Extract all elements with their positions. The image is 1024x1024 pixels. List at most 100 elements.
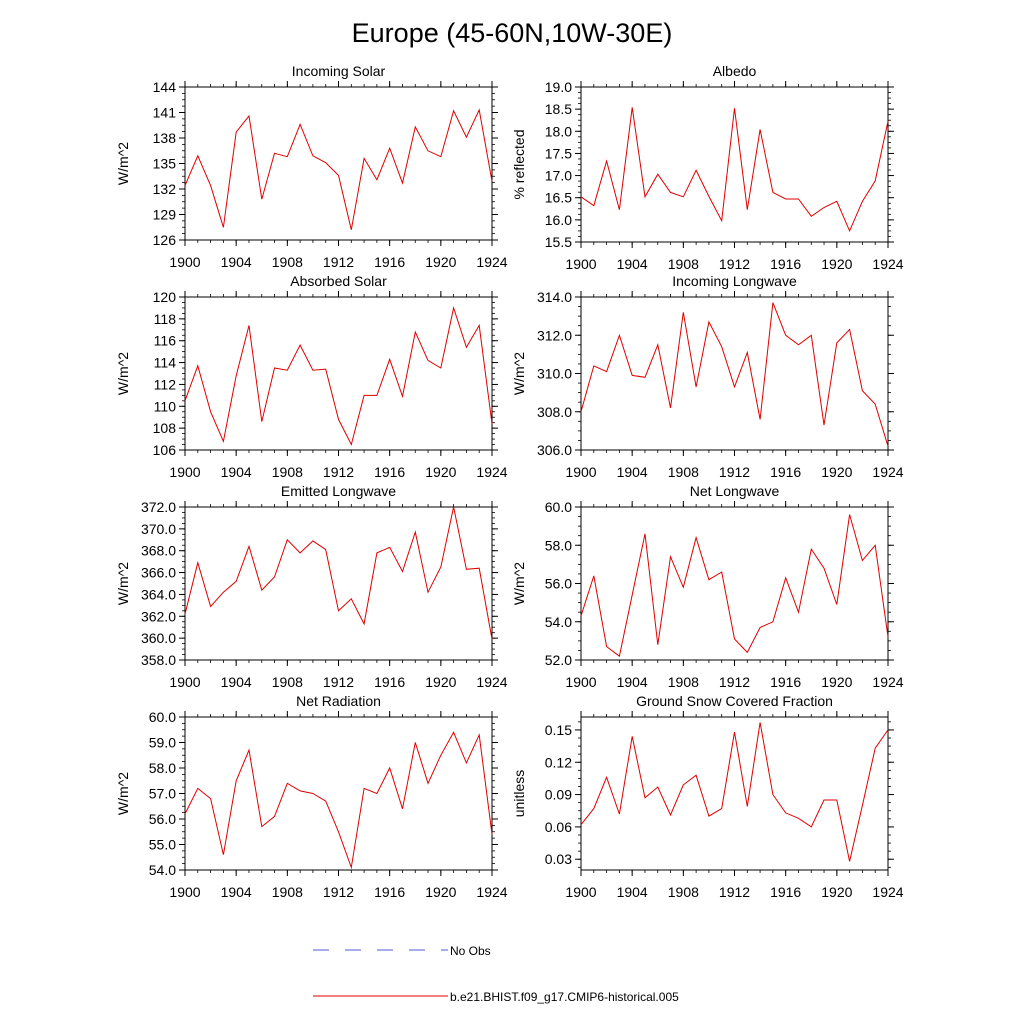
y-tick-label: 52.0 xyxy=(545,652,572,668)
x-tick-label: 1916 xyxy=(374,464,405,480)
x-tick-label: 1916 xyxy=(770,884,801,900)
y-tick-label: 126 xyxy=(153,232,177,248)
y-axis-label: unitless xyxy=(511,770,527,817)
panel-title: Absorbed Solar xyxy=(290,273,387,289)
x-tick-label: 1916 xyxy=(770,674,801,690)
panel-emitted-longwave: Emitted Longwave W/m^2 358.0 360.0 362.0 364.… xyxy=(115,483,508,690)
x-tick-label: 1908 xyxy=(272,464,303,480)
y-tick-label: 58.0 xyxy=(545,537,572,553)
y-tick-label: 310.0 xyxy=(537,366,572,382)
y-tick-label: 0.06 xyxy=(545,819,572,835)
y-tick-label: 16.5 xyxy=(545,190,572,206)
series-line-albedo xyxy=(580,107,889,233)
x-tick-label: 1912 xyxy=(323,254,354,270)
x-tick-label: 1904 xyxy=(617,256,648,272)
plot-frame xyxy=(184,716,493,871)
y-tick-label: 362.0 xyxy=(141,608,176,624)
y-tick-label: 16.0 xyxy=(545,212,572,228)
y-tick-label: 110 xyxy=(154,398,177,414)
x-tick-label: 1904 xyxy=(221,464,252,480)
legend-no-obs-label: No Obs xyxy=(450,944,491,958)
x-tick-label: 1904 xyxy=(617,464,648,480)
series-line-net-radiation xyxy=(184,731,493,870)
panel-title: Incoming Solar xyxy=(292,63,386,79)
panel-ground-snow-covered-fraction: Ground Snow Covered Fraction unitless 0.03… xyxy=(511,693,904,900)
y-tick-label: 54.0 xyxy=(149,862,176,878)
y-tick-label: 114 xyxy=(154,355,177,371)
y-tick-label: 0.09 xyxy=(545,787,572,803)
legend: No Obs b.e21.BHIST.f09_g17.CMIP6-histori… xyxy=(313,944,679,1004)
x-tick-label: 1912 xyxy=(719,256,750,272)
y-tick-label: 135 xyxy=(153,156,177,172)
series-line-ground-snow-covered-fraction xyxy=(580,722,889,862)
y-tick-label: 0.03 xyxy=(545,851,572,867)
series-line-emitted-longwave xyxy=(184,506,493,640)
panel-title: Emitted Longwave xyxy=(281,483,396,499)
y-tick-label: 358.0 xyxy=(141,652,176,668)
x-tick-label: 1904 xyxy=(617,884,648,900)
y-tick-label: 368.0 xyxy=(141,543,176,559)
panel-title: Net Radiation xyxy=(296,693,381,709)
x-tick-label: 1916 xyxy=(770,256,801,272)
y-axis-label: W/m^2 xyxy=(115,562,131,605)
x-tick-label: 1908 xyxy=(272,674,303,690)
panel-title: Ground Snow Covered Fraction xyxy=(636,693,833,709)
series-line-incoming-longwave xyxy=(580,302,889,447)
y-tick-label: 372.0 xyxy=(141,499,176,515)
x-tick-label: 1912 xyxy=(719,464,750,480)
panel-title: Albedo xyxy=(713,63,757,79)
plot-frame xyxy=(184,86,493,241)
x-tick-label: 1916 xyxy=(374,884,405,900)
x-tick-label: 1912 xyxy=(719,884,750,900)
panel-title: Incoming Longwave xyxy=(672,273,797,289)
y-axis-label: W/m^2 xyxy=(511,562,527,605)
x-tick-label: 1908 xyxy=(272,884,303,900)
x-tick-label: 1920 xyxy=(821,674,852,690)
y-tick-label: 18.5 xyxy=(545,101,572,117)
y-tick-label: 0.12 xyxy=(545,754,572,770)
y-tick-label: 144 xyxy=(153,79,177,95)
x-tick-label: 1920 xyxy=(425,674,456,690)
y-tick-label: 19.0 xyxy=(545,79,572,95)
plot-frame xyxy=(184,296,493,451)
y-tick-label: 60.0 xyxy=(149,709,176,725)
y-tick-label: 366.0 xyxy=(141,565,176,581)
y-tick-label: 118 xyxy=(154,311,177,327)
series-line-net-longwave xyxy=(580,514,889,658)
y-axis-label: W/m^2 xyxy=(115,352,131,395)
panel-title: Net Longwave xyxy=(690,483,780,499)
x-tick-label: 1924 xyxy=(476,884,507,900)
y-tick-label: 314.0 xyxy=(537,289,572,305)
x-tick-label: 1920 xyxy=(425,884,456,900)
plot-frame xyxy=(580,296,889,451)
x-tick-label: 1908 xyxy=(668,256,699,272)
y-tick-label: 360.0 xyxy=(141,630,176,646)
y-tick-label: 0.15 xyxy=(545,722,572,738)
x-tick-label: 1900 xyxy=(565,256,596,272)
x-tick-label: 1904 xyxy=(221,884,252,900)
x-tick-label: 1912 xyxy=(323,884,354,900)
plot-frame xyxy=(184,506,493,661)
x-tick-label: 1924 xyxy=(872,464,903,480)
x-tick-label: 1920 xyxy=(425,254,456,270)
x-tick-label: 1912 xyxy=(719,674,750,690)
series-line-incoming-solar xyxy=(184,108,493,230)
panel-net-radiation: Net Radiation W/m^2 54.0 55.0 56.0 57.0 58.0 59… xyxy=(115,693,508,900)
x-tick-label: 1912 xyxy=(323,674,354,690)
y-tick-label: 106 xyxy=(153,442,177,458)
panel-net-longwave: Net Longwave W/m^2 52.0 54.0 56.0 58.0 60.0 190… xyxy=(511,483,904,690)
panels: Incoming Solar W/m^2 126 129 132 135 138 141 144… xyxy=(115,63,904,900)
y-tick-label: 312.0 xyxy=(537,327,572,343)
x-tick-label: 1916 xyxy=(374,254,405,270)
y-tick-label: 306.0 xyxy=(537,442,572,458)
y-tick-label: 57.0 xyxy=(149,786,176,802)
x-tick-label: 1908 xyxy=(272,254,303,270)
x-tick-label: 1900 xyxy=(565,674,596,690)
y-tick-label: 138 xyxy=(153,130,177,146)
y-tick-label: 56.0 xyxy=(545,576,572,592)
x-tick-label: 1916 xyxy=(770,464,801,480)
y-axis-label: W/m^2 xyxy=(115,142,131,185)
y-tick-label: 120 xyxy=(153,289,177,305)
x-tick-label: 1904 xyxy=(617,674,648,690)
